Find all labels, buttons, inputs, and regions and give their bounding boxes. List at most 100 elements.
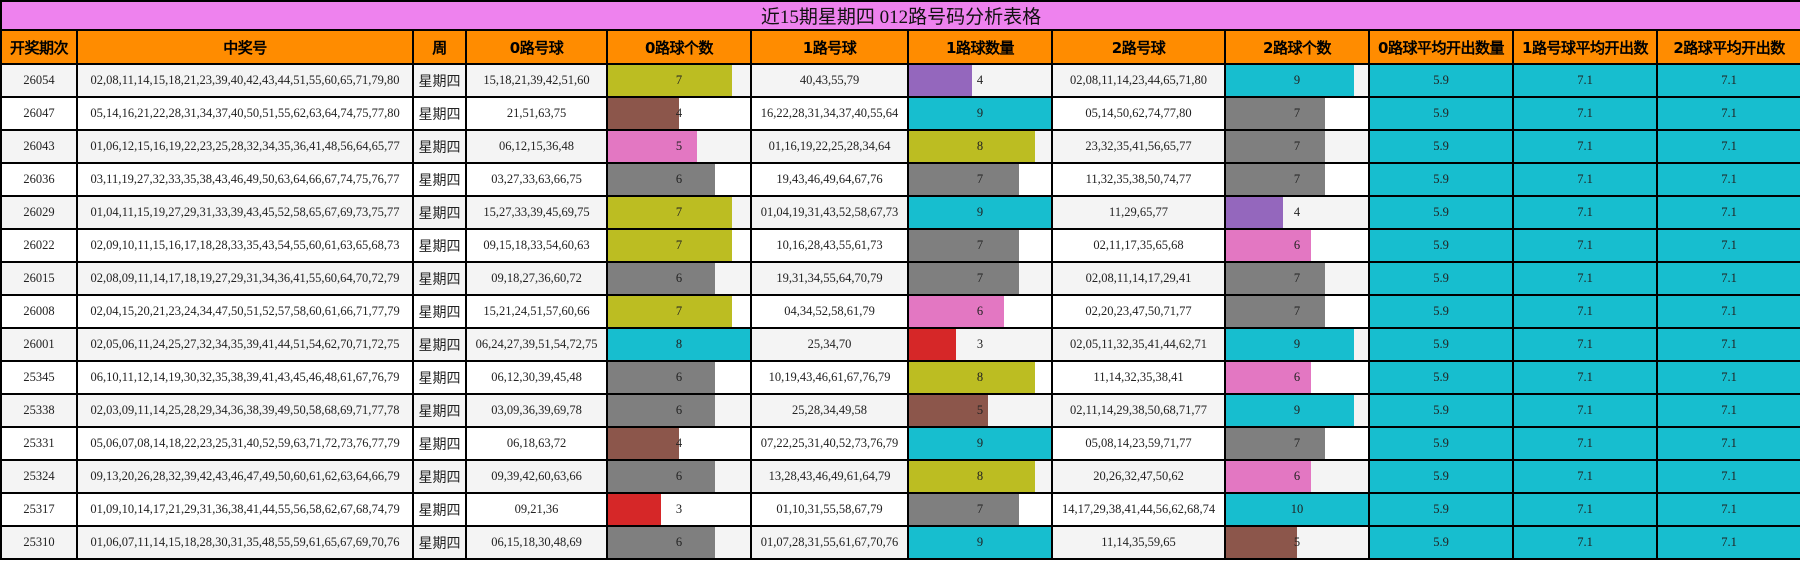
count-value: 7 <box>1293 436 1301 450</box>
winning-numbers-cell: 03,11,19,27,32,33,35,38,43,46,49,50,63,6… <box>76 162 414 197</box>
zero-balls-cell: 06,15,18,30,48,69 <box>465 525 608 560</box>
count-bar <box>609 165 715 194</box>
avg-two-cell: 7.1 <box>1655 261 1800 296</box>
count-value: 4 <box>675 436 683 450</box>
period-cell: 25331 <box>0 426 78 461</box>
avg-two-cell: 7.1 <box>1655 96 1800 131</box>
one-balls-cell: 01,16,19,22,25,28,34,64 <box>750 129 909 164</box>
count-value: 6 <box>1293 238 1301 252</box>
avg-two-cell: 7.1 <box>1655 195 1800 230</box>
avg-zero-cell: 5.9 <box>1368 96 1514 131</box>
two-count-cell: 7 <box>1224 162 1370 197</box>
avg-two-cell: 7.1 <box>1655 360 1800 395</box>
count-bar <box>1227 66 1354 95</box>
count-value: 9 <box>976 535 984 549</box>
zero-count-cell: 6 <box>606 360 752 395</box>
count-bar <box>1227 495 1367 524</box>
count-value: 7 <box>675 205 683 219</box>
two-balls-cell: 02,08,11,14,23,44,65,71,80 <box>1051 63 1226 98</box>
avg-zero-cell: 5.9 <box>1368 195 1514 230</box>
zero-balls-cell: 03,09,36,39,69,78 <box>465 393 608 428</box>
title-row: 近15期星期四 012路号码分析表格 <box>0 0 1800 31</box>
table-row: 25331 05,06,07,08,14,18,22,23,25,31,40,52… <box>0 426 1800 461</box>
count-value: 5 <box>976 403 984 417</box>
winning-numbers-cell: 02,03,09,11,14,25,28,29,34,36,38,39,49,5… <box>76 393 414 428</box>
count-value: 7 <box>976 238 984 252</box>
header-avg-zero: 0路球平均开出数量 <box>1368 29 1514 65</box>
count-value: 7 <box>976 172 984 186</box>
two-count-cell: 7 <box>1224 96 1370 131</box>
count-value: 7 <box>1293 172 1301 186</box>
winning-numbers-cell: 06,10,11,12,14,19,30,32,35,38,39,41,43,4… <box>76 360 414 395</box>
count-value: 9 <box>976 205 984 219</box>
two-balls-cell: 02,11,14,29,38,50,68,71,77 <box>1051 393 1226 428</box>
count-bar <box>910 132 1036 161</box>
count-bar <box>609 462 715 491</box>
header-one-count: 1路球数量 <box>907 29 1053 65</box>
count-bar <box>1227 165 1326 194</box>
count-bar <box>1227 396 1354 425</box>
week-cell: 星期四 <box>412 195 467 230</box>
avg-two-cell: 7.1 <box>1655 129 1800 164</box>
count-value: 5 <box>675 139 683 153</box>
one-balls-cell: 19,31,34,55,64,70,79 <box>750 261 909 296</box>
count-value: 6 <box>675 535 683 549</box>
week-cell: 星期四 <box>412 525 467 560</box>
one-balls-cell: 40,43,55,79 <box>750 63 909 98</box>
header-avg-two: 2路球平均开出数 <box>1655 29 1800 65</box>
two-count-cell: 5 <box>1224 525 1370 560</box>
winning-numbers-cell: 05,06,07,08,14,18,22,23,25,31,40,52,59,6… <box>76 426 414 461</box>
avg-two-cell: 7.1 <box>1655 426 1800 461</box>
avg-zero-cell: 5.9 <box>1368 294 1514 329</box>
week-cell: 星期四 <box>412 129 467 164</box>
avg-zero-cell: 5.9 <box>1368 426 1514 461</box>
count-value: 6 <box>675 403 683 417</box>
avg-two-cell: 7.1 <box>1655 63 1800 98</box>
period-cell: 26054 <box>0 63 78 98</box>
winning-numbers-cell: 02,05,06,11,24,25,27,32,34,35,39,41,44,5… <box>76 327 414 362</box>
count-bar <box>609 297 733 326</box>
two-balls-cell: 11,14,32,35,38,41 <box>1051 360 1226 395</box>
count-bar <box>910 330 957 359</box>
avg-one-cell: 7.1 <box>1512 261 1658 296</box>
period-cell: 26036 <box>0 162 78 197</box>
period-cell: 26015 <box>0 261 78 296</box>
avg-two-cell: 7.1 <box>1655 492 1800 527</box>
count-value: 5 <box>1293 535 1301 549</box>
zero-count-cell: 3 <box>606 492 752 527</box>
period-cell: 25338 <box>0 393 78 428</box>
period-cell: 25310 <box>0 525 78 560</box>
count-value: 7 <box>675 73 683 87</box>
count-bar <box>609 264 715 293</box>
period-cell: 26008 <box>0 294 78 329</box>
header-two-balls: 2路号球 <box>1051 29 1226 65</box>
count-value: 7 <box>1293 139 1301 153</box>
avg-one-cell: 7.1 <box>1512 63 1658 98</box>
winning-numbers-cell: 02,04,15,20,21,23,24,34,47,50,51,52,57,5… <box>76 294 414 329</box>
zero-count-cell: 6 <box>606 393 752 428</box>
two-count-cell: 7 <box>1224 129 1370 164</box>
two-count-cell: 10 <box>1224 492 1370 527</box>
week-cell: 星期四 <box>412 96 467 131</box>
one-count-cell: 9 <box>907 195 1053 230</box>
count-bar <box>609 429 679 458</box>
week-cell: 星期四 <box>412 294 467 329</box>
winning-numbers-cell: 05,14,16,21,22,28,31,34,37,40,50,51,55,6… <box>76 96 414 131</box>
count-value: 8 <box>976 370 984 384</box>
table-row: 26015 02,08,09,11,14,17,18,19,27,29,31,34… <box>0 261 1800 296</box>
period-cell: 25317 <box>0 492 78 527</box>
avg-one-cell: 7.1 <box>1512 195 1658 230</box>
zero-balls-cell: 21,51,63,75 <box>465 96 608 131</box>
week-cell: 星期四 <box>412 360 467 395</box>
zero-count-cell: 4 <box>606 96 752 131</box>
one-balls-cell: 04,34,52,58,61,79 <box>750 294 909 329</box>
count-bar <box>910 165 1020 194</box>
count-bar <box>910 396 988 425</box>
avg-one-cell: 7.1 <box>1512 492 1658 527</box>
count-bar <box>910 231 1020 260</box>
week-cell: 星期四 <box>412 327 467 362</box>
week-cell: 星期四 <box>412 393 467 428</box>
avg-zero-cell: 5.9 <box>1368 162 1514 197</box>
count-bar <box>910 297 1004 326</box>
